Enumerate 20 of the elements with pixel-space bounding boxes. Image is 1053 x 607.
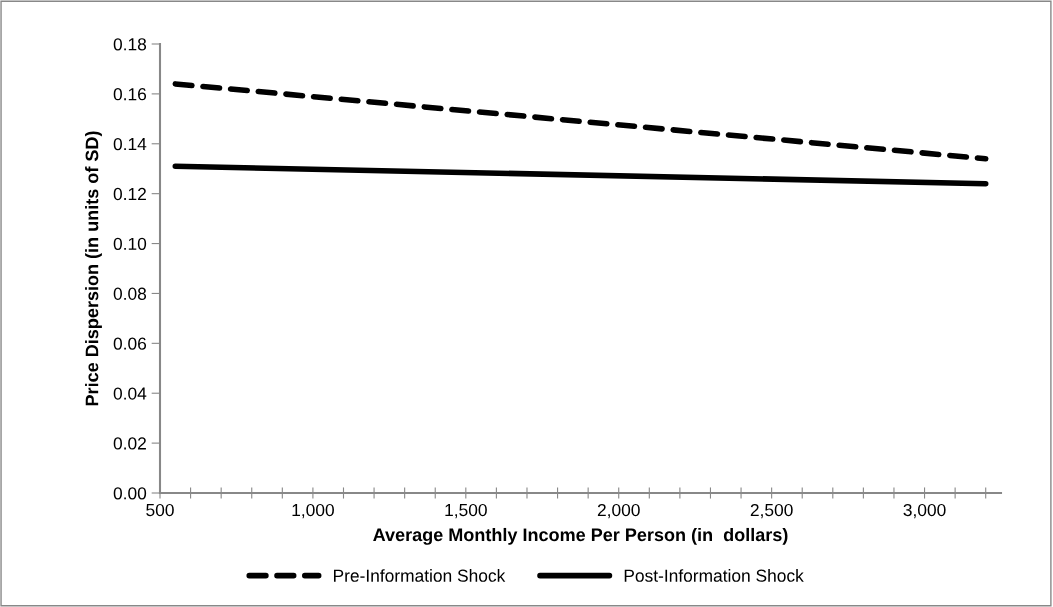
y-tick-label: 0.16 (113, 88, 147, 101)
y-axis-title: Price Dispersion (in units of SD) (85, 131, 102, 406)
y-tick-label: 0.14 (113, 137, 147, 151)
y-tick-label: 0.10 (113, 237, 147, 251)
y-tick-label: 0.00 (113, 487, 147, 500)
y-tick-label: 0.12 (113, 187, 146, 201)
x-tick-label: 3,000 (903, 503, 946, 519)
x-tick-label: 1,500 (445, 503, 487, 519)
legend-label: Post-Information Shock (624, 569, 804, 582)
legend-label: Pre-Information Shock (333, 569, 506, 582)
x-tick-label: 2,500 (750, 503, 793, 519)
x-tick-label: 1,000 (292, 503, 334, 519)
x-axis-title: Average Monthly Income Per Person (in dollars) (373, 527, 788, 545)
y-tick-label: 0.18 (113, 38, 147, 51)
y-tick-label: 0.04 (113, 387, 147, 400)
y-tick-label: 0.06 (113, 337, 147, 350)
x-tick-label: 2,000 (597, 503, 640, 519)
x-tick-label: 500 (146, 503, 174, 517)
y-tick-label: 0.02 (113, 437, 146, 450)
y-tick-label: 0.08 (113, 287, 147, 300)
